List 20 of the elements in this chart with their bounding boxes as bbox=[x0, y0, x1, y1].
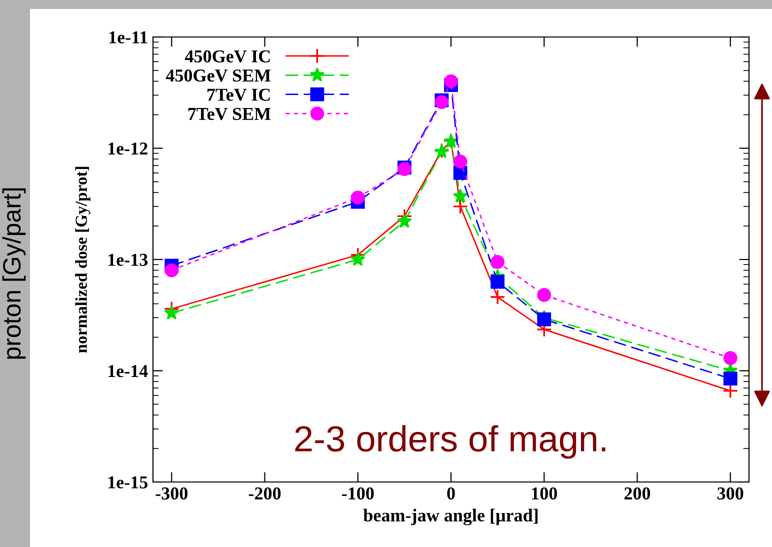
y-axis-title: normalized dose [Gy/prot] bbox=[75, 166, 90, 353]
y-tick-label: 1e-12 bbox=[108, 142, 148, 155]
x-tick-label: 100 bbox=[532, 487, 557, 500]
x-tick-label: -100 bbox=[342, 487, 374, 500]
legend-label: 450GeV IC bbox=[184, 50, 270, 63]
y-tick-label: 1e-14 bbox=[108, 365, 148, 378]
annotation: 2-3 orders of magn. bbox=[295, 425, 606, 459]
x-tick-label: 0 bbox=[447, 487, 455, 500]
legend-label: 450GeV SEM bbox=[166, 69, 271, 82]
x-tick-label: -300 bbox=[156, 487, 188, 500]
legend-label: 7TeV SEM bbox=[188, 108, 271, 120]
x-tick-label: 200 bbox=[624, 487, 650, 500]
y-tick-label: 1e-15 bbox=[108, 476, 148, 488]
x-tick-label: -200 bbox=[248, 487, 281, 500]
y-tick-label: 1e-11 bbox=[109, 31, 148, 44]
text: proton [Gy/part] bbox=[2, 188, 26, 359]
x-tick-label: 300 bbox=[718, 487, 744, 500]
legend-label: 7TeV IC bbox=[207, 88, 270, 101]
y-tick-label: 1e-13 bbox=[108, 254, 148, 266]
x-axis-title: beam-jaw angle [μrad] bbox=[363, 508, 538, 526]
